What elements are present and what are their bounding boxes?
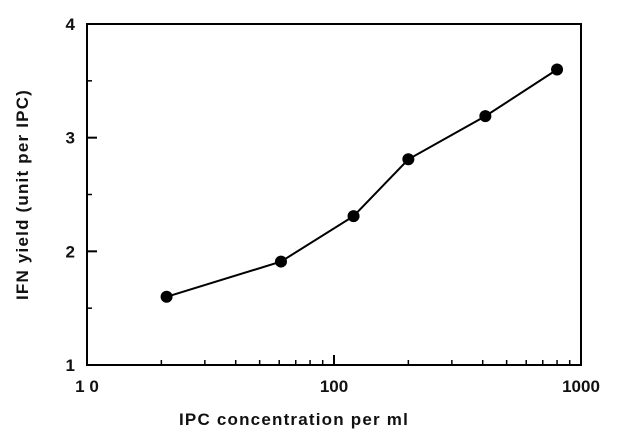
data-point: [160, 290, 173, 303]
y-axis-label: IFN yield (unit per IPC): [13, 89, 32, 300]
x-axis-ticks: 1 0 100 1000: [75, 355, 600, 396]
y-tick-label: 2: [66, 242, 75, 261]
plot-frame: [86, 23, 582, 366]
y-tick-label: 3: [66, 129, 75, 148]
x-tick-label: 1 0: [75, 377, 99, 396]
series-line: [166, 68, 558, 298]
data-points: [160, 63, 564, 303]
y-axis-ticks: 1 2 3 4: [66, 15, 97, 375]
x-tick-label: 100: [320, 377, 348, 396]
data-point: [479, 110, 492, 123]
y-tick-label: 4: [66, 15, 76, 34]
x-axis-label: IPC concentration per ml: [179, 410, 409, 429]
data-point: [347, 210, 360, 223]
data-point: [551, 63, 564, 76]
data-point: [274, 255, 287, 268]
x-tick-label: 1000: [562, 377, 600, 396]
y-tick-label: 1: [66, 356, 75, 375]
data-point: [402, 153, 415, 166]
